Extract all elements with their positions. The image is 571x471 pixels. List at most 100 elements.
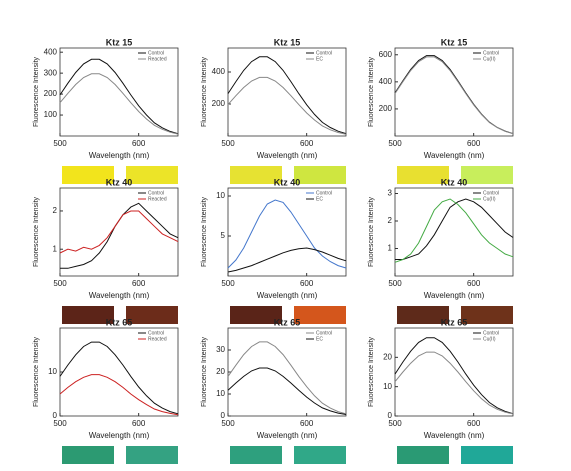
y-axis-label: Fluorescence Intensity (201, 56, 208, 127)
chart-title: Ktz 40 (106, 177, 133, 187)
x-tick-label: 600 (132, 419, 146, 428)
y-axis-label: Fluorescence Intensity (201, 196, 208, 267)
x-axis-label: Wavelength (nm) (89, 431, 150, 440)
chart-title: Ktz 65 (441, 317, 468, 327)
legend-label: Reacted (148, 56, 167, 62)
y-tick-label: 10 (383, 382, 392, 391)
plot-frame (227, 47, 347, 137)
sample-swatch (230, 166, 282, 184)
x-tick-label: 500 (388, 139, 402, 148)
x-axis-label: Wavelength (nm) (257, 291, 318, 300)
legend-label: Reacted (148, 196, 167, 202)
legend-label: Control (316, 190, 332, 196)
series-line (59, 210, 179, 254)
series-line (227, 367, 347, 415)
x-axis-label: Wavelength (nm) (257, 151, 318, 160)
legend-label: Control (148, 190, 164, 196)
series-line (227, 199, 347, 269)
x-tick-label: 500 (53, 139, 67, 148)
series-line (227, 56, 347, 135)
legend-label: Cu(II) (483, 196, 496, 202)
chart-title: Ktz 65 (274, 317, 301, 327)
y-tick-label: 1 (388, 244, 393, 253)
x-tick-label: 500 (221, 279, 235, 288)
series-line (394, 56, 514, 135)
x-tick-label: 500 (388, 279, 402, 288)
plot-frame (394, 327, 514, 417)
x-tick-label: 500 (388, 419, 402, 428)
y-tick-label: 400 (44, 47, 58, 56)
series-line (394, 55, 514, 135)
y-tick-label: 30 (216, 345, 225, 354)
series-line (60, 202, 179, 269)
x-axis-label: Wavelength (nm) (89, 291, 150, 300)
y-tick-label: 200 (44, 89, 58, 98)
y-tick-label: 200 (212, 99, 226, 108)
x-tick-label: 600 (132, 279, 146, 288)
sample-swatch (126, 446, 178, 464)
y-tick-label: 200 (379, 104, 393, 113)
sample-swatch (126, 166, 178, 184)
x-axis-label: Wavelength (nm) (424, 291, 485, 300)
y-tick-label: 100 (44, 110, 58, 119)
sample-swatch (62, 306, 114, 324)
sample-swatch (397, 306, 449, 324)
x-axis-label: Wavelength (nm) (89, 151, 150, 160)
chart-title: Ktz 15 (106, 37, 133, 47)
series-line (227, 341, 347, 415)
sample-swatch (397, 446, 449, 464)
x-tick-label: 600 (132, 139, 146, 148)
series-line (394, 198, 514, 263)
chart-title: Ktz 65 (106, 317, 133, 327)
x-tick-label: 600 (300, 419, 314, 428)
y-axis-label: Fluorescence Intensity (201, 336, 208, 407)
chart-title: Ktz 40 (441, 177, 468, 187)
y-tick-label: 2 (53, 206, 58, 215)
chart-title: Ktz 15 (441, 37, 468, 47)
series-line (59, 374, 179, 416)
sample-swatch (461, 306, 513, 324)
x-tick-label: 500 (53, 419, 67, 428)
y-axis-label: Fluorescence Intensity (33, 196, 40, 267)
y-tick-label: 2 (388, 216, 393, 225)
y-tick-label: 0 (53, 411, 58, 420)
y-tick-label: 0 (221, 411, 226, 420)
x-axis-label: Wavelength (nm) (424, 431, 485, 440)
series-line (394, 337, 514, 415)
y-tick-label: 3 (388, 189, 393, 198)
series-line (59, 58, 179, 135)
y-tick-label: 400 (379, 77, 393, 86)
sample-swatch (461, 166, 513, 184)
sample-swatch (62, 446, 114, 464)
sample-swatch (294, 446, 346, 464)
series-line (59, 341, 179, 415)
x-tick-label: 500 (53, 279, 67, 288)
y-axis-label: Fluorescence Intensity (33, 336, 40, 407)
sample-swatch (230, 446, 282, 464)
sample-swatch (294, 166, 346, 184)
y-tick-label: 600 (379, 50, 393, 59)
y-tick-label: 10 (48, 367, 57, 376)
legend-label: Control (483, 190, 499, 196)
chart-title: Ktz 15 (274, 37, 301, 47)
y-tick-label: 400 (212, 67, 226, 76)
x-axis-label: Wavelength (nm) (424, 151, 485, 160)
y-tick-label: 20 (216, 367, 225, 376)
legend-label: EC (316, 56, 323, 62)
legend-label: Control (483, 50, 499, 56)
y-tick-label: 5 (221, 231, 226, 240)
legend-label: Cu(II) (483, 56, 496, 62)
plot-frame (227, 187, 347, 277)
sample-swatch (294, 306, 346, 324)
series-line (395, 198, 514, 260)
legend-label: EC (316, 336, 323, 342)
legend-label: Control (483, 330, 499, 336)
y-tick-label: 1 (53, 244, 58, 253)
chart-title: Ktz 40 (274, 177, 301, 187)
series-line (394, 351, 514, 415)
y-axis-label: Fluorescence Intensity (368, 56, 375, 127)
legend-label: Control (316, 50, 332, 56)
y-axis-label: Fluorescence Intensity (33, 56, 40, 127)
sample-swatch (62, 166, 114, 184)
x-tick-label: 600 (467, 419, 481, 428)
